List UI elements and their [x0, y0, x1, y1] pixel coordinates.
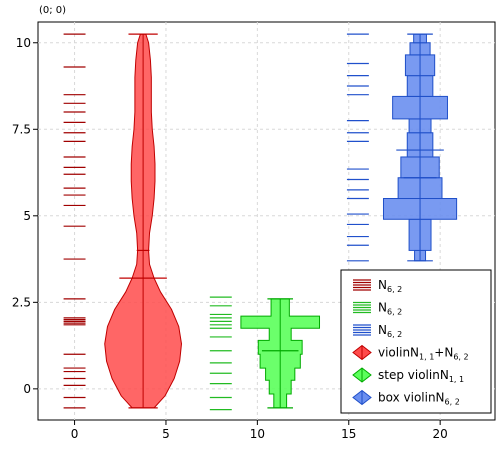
legend-label-subscript: 6, 2 — [445, 398, 460, 407]
legend-label-part: violinN — [378, 346, 419, 360]
legend-label-part: box violinN — [378, 391, 445, 405]
rug-plots — [63, 33, 369, 411]
legend-box — [340, 269, 492, 414]
legend-label-part: N — [378, 323, 387, 337]
y-tick-label: 2.5 — [12, 295, 31, 309]
legend-label: N6, 2 — [378, 278, 402, 294]
y-tick-label: 5 — [23, 209, 31, 223]
legend-label: N6, 2 — [378, 301, 402, 317]
x-tick-label: 0 — [71, 427, 79, 441]
legend-label: violinN1, 1+N6, 2 — [378, 346, 469, 362]
x-tick-label: 20 — [433, 427, 448, 441]
legend-label-part: N — [378, 301, 387, 315]
coordinate-readout: (0; 0) — [39, 5, 66, 16]
axes: 0 5 10 15 20 0 2.5 5 7.5 10 — [12, 36, 448, 441]
legend-label-subscript: 6, 2 — [453, 353, 468, 362]
legend-label: step violinN1, 1 — [378, 368, 464, 384]
y-tick-label: 10 — [16, 36, 31, 50]
x-tick-label: 10 — [250, 427, 265, 441]
legend-label-part: N — [378, 278, 387, 292]
y-tick-label: 0 — [23, 382, 31, 396]
legend-label-subscript: 6, 2 — [387, 285, 402, 294]
x-tick-label: 15 — [341, 427, 356, 441]
y-tick-label: 7.5 — [12, 122, 31, 136]
legend-label-part: +N — [434, 346, 453, 360]
legend-label-part: step violinN — [378, 368, 449, 382]
legend-label-subscript: 1, 1 — [449, 375, 464, 384]
legend-label-subscript: 6, 2 — [387, 330, 402, 339]
violin-shapes — [104, 33, 458, 409]
legend-label-subscript: 1, 1 — [419, 353, 434, 362]
legend-label: N6, 2 — [378, 323, 402, 339]
x-tick-label: 5 — [162, 427, 170, 441]
legend-label-subscript: 6, 2 — [387, 308, 402, 317]
legend-label: box violinN6, 2 — [378, 391, 460, 407]
